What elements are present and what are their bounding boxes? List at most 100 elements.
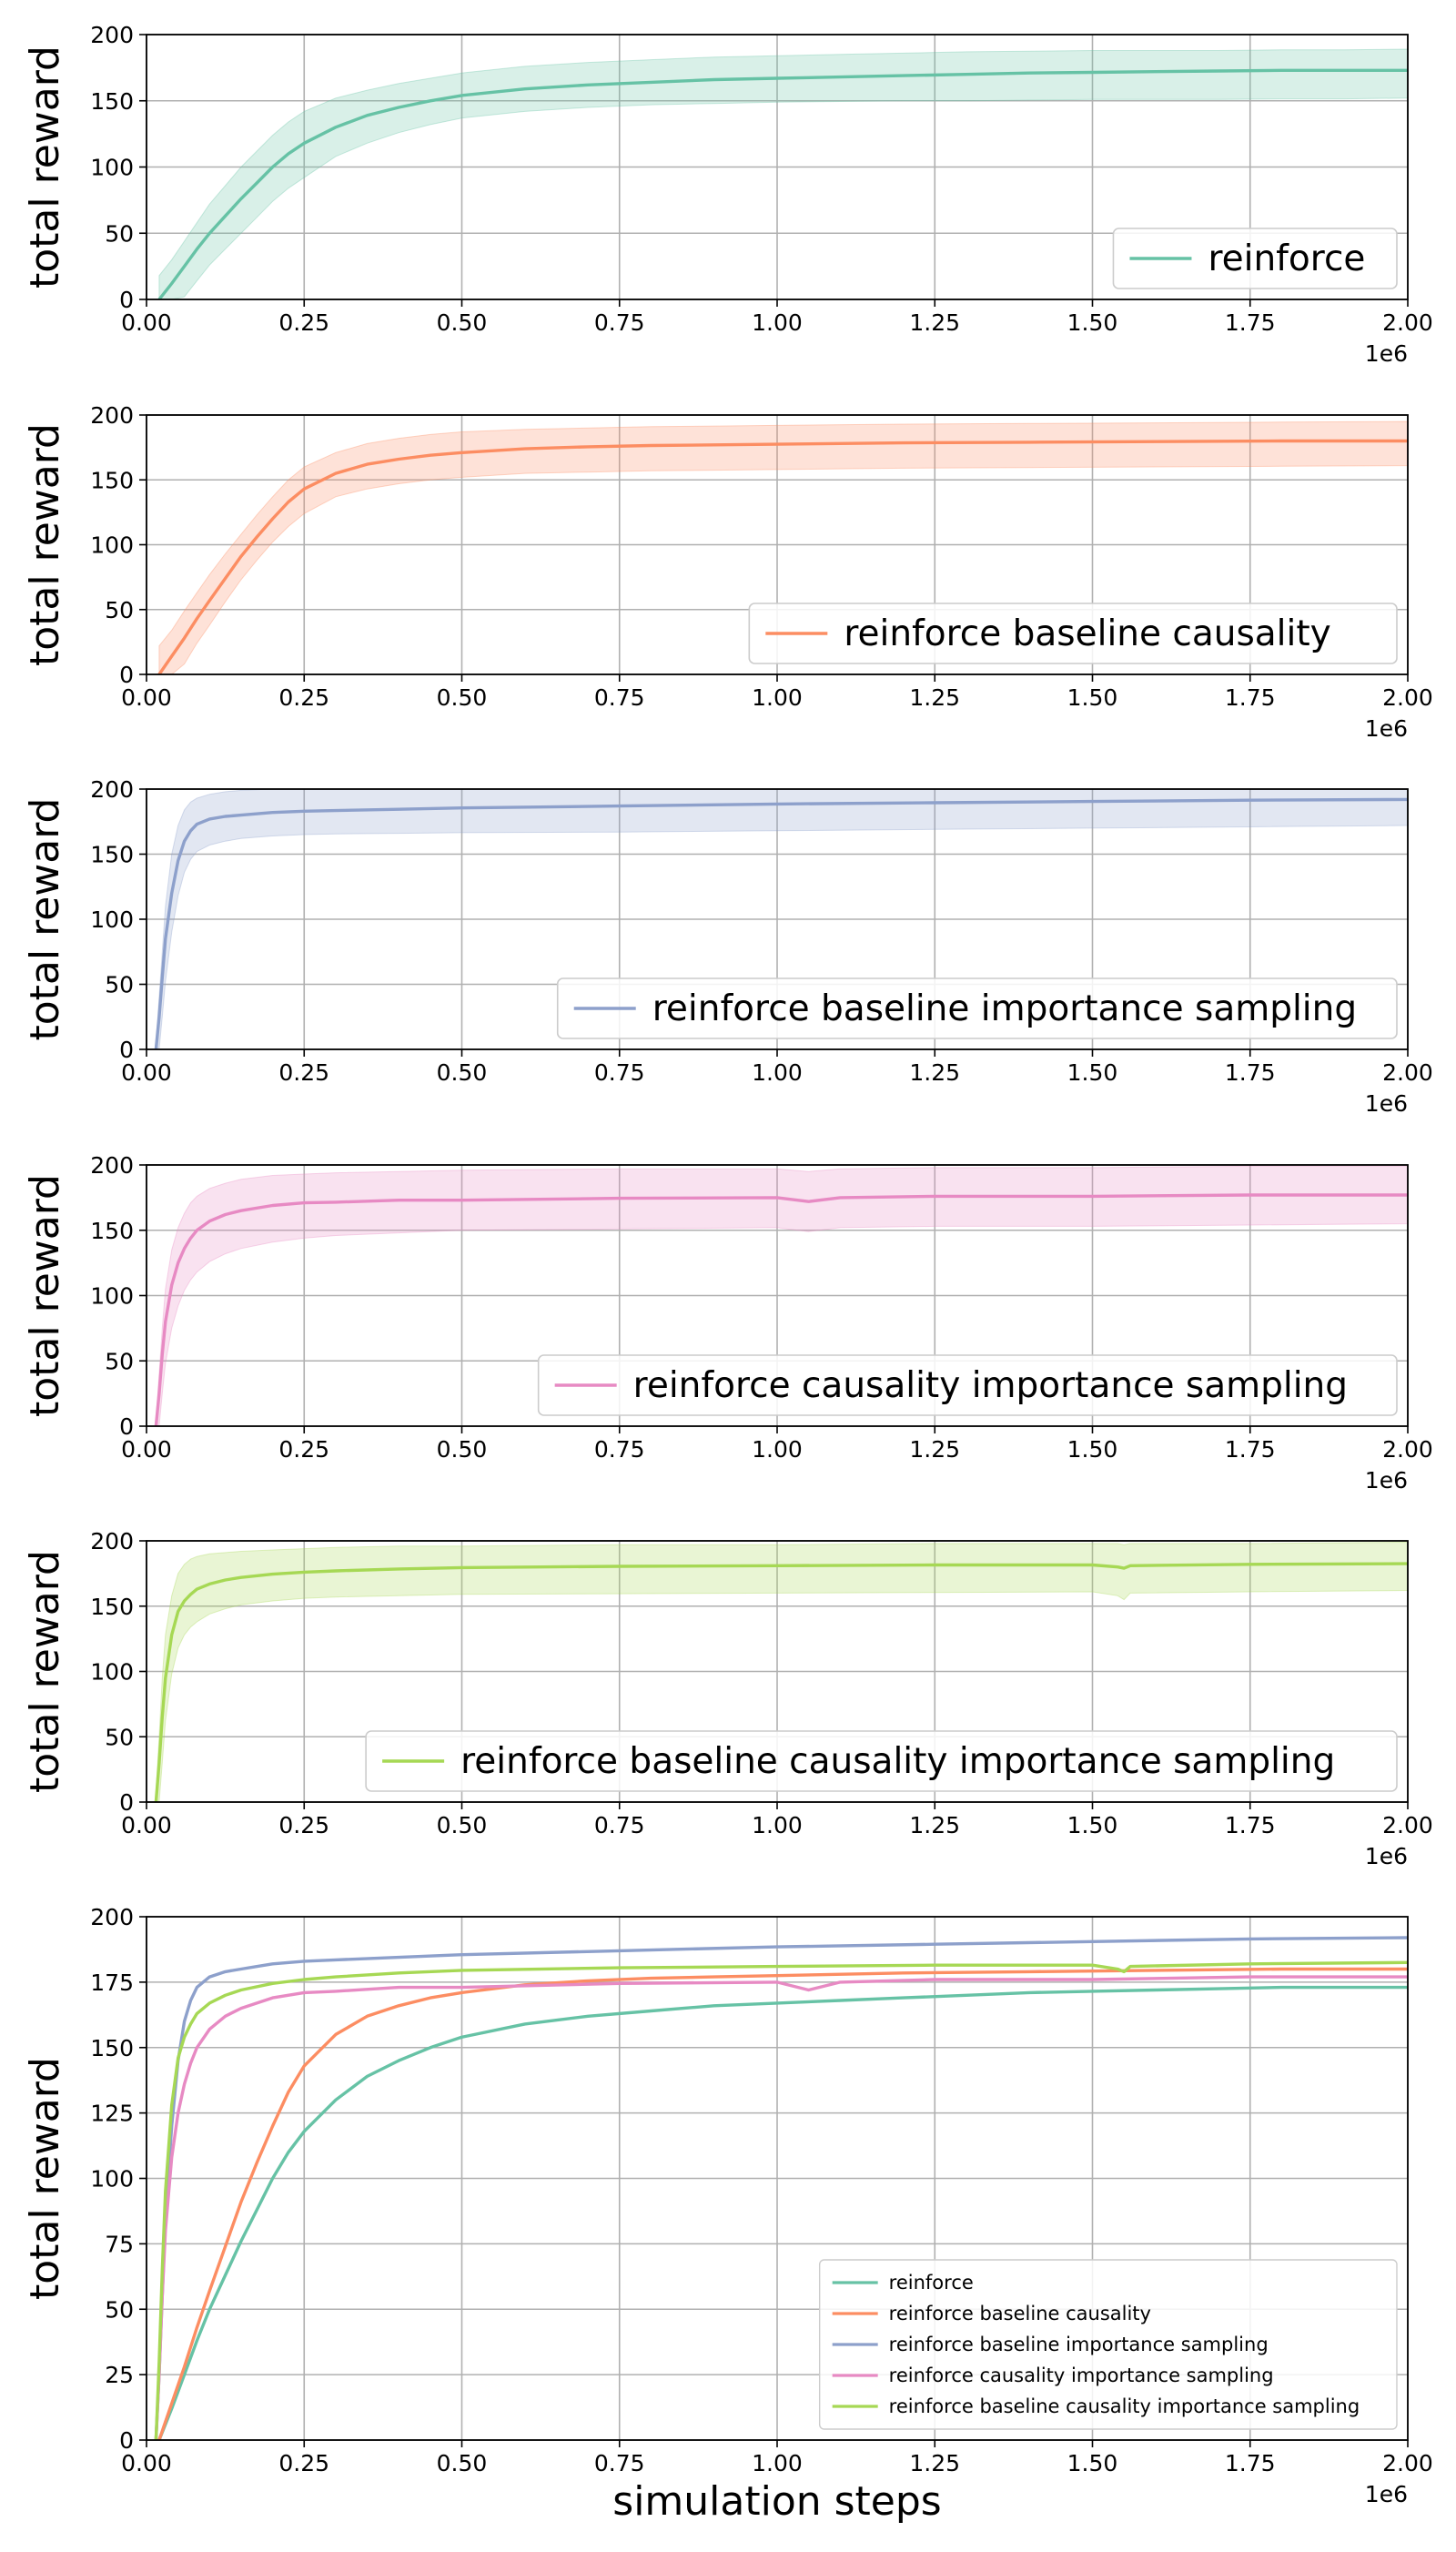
legend: reinforce causality importance sampling (537, 1354, 1398, 1416)
confidence-band (155, 1165, 1408, 1426)
series-line (154, 1975, 1408, 2440)
x-tick-label: 0.75 (594, 684, 645, 711)
y-tick-label: 0 (119, 1037, 134, 1063)
plot-area (154, 1165, 1408, 1426)
y-tick-label: 0 (119, 287, 134, 313)
legend-label: reinforce causality importance sampling (889, 2365, 1274, 2386)
y-tick-label: 200 (90, 1904, 134, 1930)
legend-box (1112, 228, 1398, 289)
x-offset-label: 1e6 (1365, 1090, 1408, 1117)
subplot-6: 0.00 0.25 0.50 0.75 1.00 1.25 1.50 1.75 2.00 0 25 5… (22, 1904, 1433, 2525)
y-tick-label: 100 (90, 1659, 134, 1686)
y-axis-label: total reward (22, 798, 68, 1041)
x-tick-label: 1.50 (1067, 2450, 1118, 2476)
x-tick-label: 1.75 (1225, 1812, 1276, 1838)
x-tick-label: 1.75 (1225, 1059, 1276, 1086)
confidence-band (158, 48, 1408, 299)
legend-label: reinforce baseline importance sampling (652, 988, 1357, 1029)
x-tick-label: 2.00 (1382, 1059, 1433, 1086)
legend-label: reinforce (889, 2272, 974, 2294)
x-tick-label: 0.25 (278, 309, 329, 336)
x-tick-label: 2.00 (1382, 684, 1433, 711)
plot-area (154, 1936, 1408, 2440)
legend-label: reinforce causality importance sampling (633, 1365, 1348, 1406)
y-axis-label: total reward (22, 423, 68, 666)
x-tick-label: 1.50 (1067, 309, 1118, 336)
x-tick-label: 1.25 (909, 2450, 960, 2476)
y-axis-label: total reward (22, 46, 68, 289)
x-tick-label: 1.75 (1225, 1436, 1276, 1463)
series-line (154, 1562, 1408, 1802)
x-tick-label: 1.00 (752, 1059, 803, 1086)
x-tick-label: 2.00 (1382, 1436, 1433, 1463)
x-tick-label: 0.75 (594, 309, 645, 336)
subplot-5: 0.00 0.25 0.50 0.75 1.00 1.25 1.50 1.75 2.00 0 50 1… (22, 1528, 1433, 1869)
x-tick-label: 0.75 (594, 1059, 645, 1086)
x-tick-label: 0.25 (278, 1812, 329, 1838)
y-tick-label: 200 (90, 22, 134, 48)
x-axis-label: simulation steps (612, 2478, 941, 2525)
x-tick-label: 1.00 (752, 1812, 803, 1838)
y-tick-label: 50 (105, 597, 134, 623)
x-tick-label: 0.25 (278, 1436, 329, 1463)
x-tick-label: 0.25 (278, 2450, 329, 2476)
legend: reinforce (1112, 228, 1398, 289)
y-tick-label: 0 (119, 1413, 134, 1440)
legend-label: reinforce baseline causality importance … (460, 1741, 1335, 1782)
x-tick-label: 0.75 (594, 1436, 645, 1463)
y-tick-label: 100 (90, 532, 134, 559)
x-tick-label: 1.50 (1067, 1812, 1118, 1838)
x-tick-label: 0.25 (278, 684, 329, 711)
x-tick-label: 1.00 (752, 1436, 803, 1463)
legend-label: reinforce (1208, 238, 1365, 279)
x-tick-label: 1.00 (752, 2450, 803, 2476)
x-tick-label: 0.00 (121, 2450, 172, 2476)
y-tick-label: 0 (119, 1789, 134, 1816)
y-tick-label: 50 (105, 1724, 134, 1750)
y-axis-label: total reward (22, 1550, 68, 1793)
series-line (154, 1193, 1408, 1426)
y-tick-label: 50 (105, 972, 134, 998)
subplot-3: 0.00 0.25 0.50 0.75 1.00 1.25 1.50 1.75 2.00 0 50 1… (22, 776, 1433, 1117)
x-tick-label: 1.50 (1067, 684, 1118, 711)
x-tick-label: 0.00 (121, 1059, 172, 1086)
legend: reinforce baseline causality (748, 603, 1398, 664)
x-tick-label: 0.25 (278, 1059, 329, 1086)
x-tick-label: 1.25 (909, 684, 960, 711)
y-tick-label: 100 (90, 906, 134, 933)
x-tick-label: 2.00 (1382, 2450, 1433, 2476)
x-tick-label: 0.00 (121, 309, 172, 336)
x-offset-label: 1e6 (1365, 715, 1408, 742)
y-tick-label: 150 (90, 1594, 134, 1620)
y-axis-label: total reward (22, 1174, 68, 1417)
y-tick-label: 50 (105, 220, 134, 247)
y-tick-label: 200 (90, 402, 134, 429)
plot-area (154, 1541, 1408, 1802)
legend-box (748, 603, 1398, 664)
x-tick-label: 1.25 (909, 1436, 960, 1463)
series-line (154, 1936, 1408, 2440)
series-line (157, 1985, 1408, 2440)
confidence-band (158, 420, 1408, 674)
y-tick-label: 150 (90, 1218, 134, 1244)
x-tick-label: 1.25 (909, 309, 960, 336)
y-tick-label: 50 (105, 2296, 134, 2323)
x-offset-label: 1e6 (1365, 2481, 1408, 2507)
x-offset-label: 1e6 (1365, 1467, 1408, 1494)
series-line (157, 439, 1408, 674)
legend-label: reinforce baseline importance sampling (889, 2334, 1269, 2355)
y-tick-label: 175 (90, 1970, 134, 1996)
confidence-band (155, 1541, 1408, 1802)
x-tick-label: 2.00 (1382, 309, 1433, 336)
y-tick-label: 25 (105, 2362, 134, 2388)
y-tick-label: 100 (90, 155, 134, 181)
y-tick-label: 125 (90, 2101, 134, 2127)
x-tick-label: 0.75 (594, 1812, 645, 1838)
legend-label: reinforce baseline causality (844, 613, 1330, 654)
x-tick-label: 1.25 (909, 1059, 960, 1086)
legend: reinforce baseline causality importance … (365, 1730, 1398, 1792)
x-tick-label: 0.50 (437, 1436, 488, 1463)
subplot-4: 0.00 0.25 0.50 0.75 1.00 1.25 1.50 1.75 2.00 0 50 1… (22, 1152, 1433, 1494)
legend: reinforce baseline importance sampling (556, 977, 1398, 1039)
